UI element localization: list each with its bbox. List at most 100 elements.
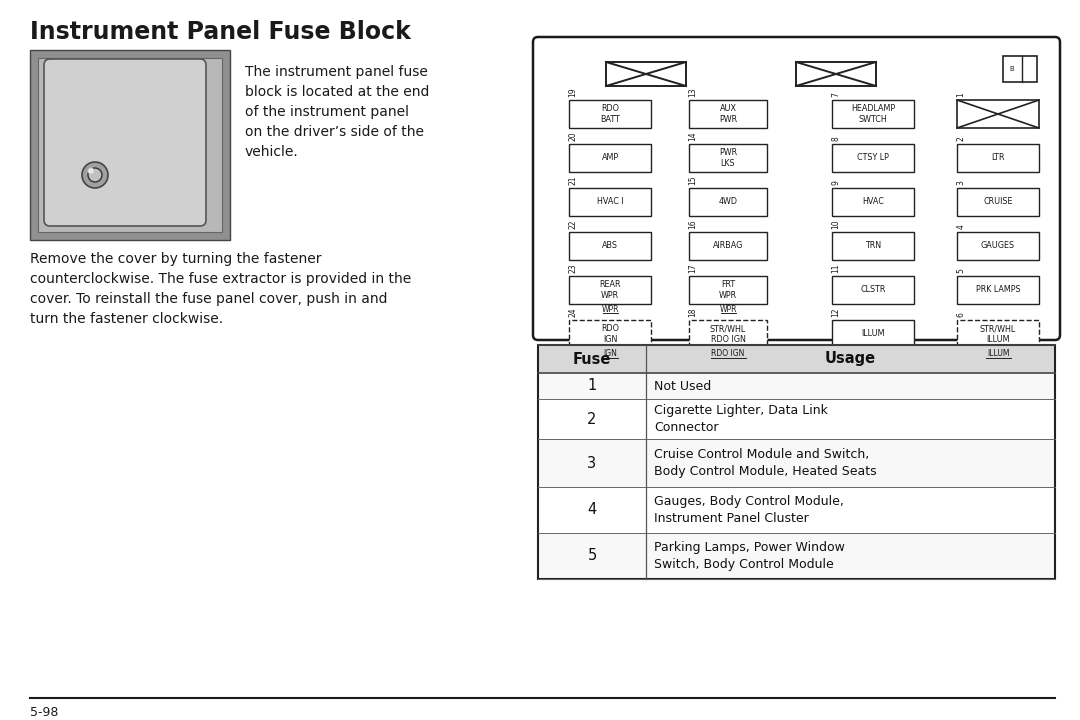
Text: AIRBAG: AIRBAG — [713, 241, 743, 251]
Text: WPR: WPR — [719, 291, 737, 300]
Text: Cigarette Lighter, Data Link
Connector: Cigarette Lighter, Data Link Connector — [654, 404, 828, 434]
Bar — [689, 144, 767, 172]
Bar — [957, 188, 1039, 216]
Bar — [606, 62, 686, 86]
Text: 20: 20 — [568, 131, 578, 141]
Bar — [832, 320, 914, 348]
Bar — [569, 100, 651, 128]
Text: RDO IGN: RDO IGN — [711, 335, 745, 344]
Bar — [538, 399, 1055, 439]
Text: 5: 5 — [957, 268, 966, 273]
Text: 4WD: 4WD — [718, 197, 738, 207]
Text: FRT: FRT — [721, 280, 735, 289]
Bar — [569, 320, 651, 348]
Text: LTR: LTR — [991, 153, 1004, 163]
Bar — [689, 100, 767, 128]
Text: HVAC: HVAC — [862, 197, 883, 207]
Bar — [832, 276, 914, 304]
Text: 10: 10 — [832, 220, 840, 229]
Text: 11: 11 — [832, 264, 840, 273]
Bar — [689, 320, 767, 348]
Text: 19: 19 — [568, 87, 578, 97]
Text: CRUISE: CRUISE — [983, 197, 1013, 207]
Text: REAR: REAR — [599, 280, 621, 289]
Text: Parking Lamps, Power Window
Switch, Body Control Module: Parking Lamps, Power Window Switch, Body… — [654, 541, 845, 571]
Bar — [569, 276, 651, 304]
Text: SWTCH: SWTCH — [859, 115, 888, 124]
Text: STR/WHL: STR/WHL — [710, 324, 746, 333]
Bar — [689, 276, 767, 304]
Text: Remove the cover by turning the fastener
counterclockwise. The fuse extractor is: Remove the cover by turning the fastener… — [30, 252, 411, 326]
Text: RDO: RDO — [600, 104, 619, 113]
Text: IGN: IGN — [603, 335, 617, 344]
Text: 6: 6 — [957, 312, 966, 317]
Circle shape — [87, 168, 102, 182]
Text: 1: 1 — [588, 379, 596, 394]
Text: 13: 13 — [689, 87, 698, 97]
Text: AMP: AMP — [602, 153, 619, 163]
Bar — [832, 144, 914, 172]
Text: HVAC I: HVAC I — [596, 197, 623, 207]
Text: LKS: LKS — [720, 159, 735, 168]
FancyBboxPatch shape — [44, 59, 206, 226]
Text: IGN: IGN — [603, 349, 617, 359]
Bar — [957, 100, 1039, 128]
Bar — [538, 487, 1055, 533]
Bar — [1003, 56, 1037, 82]
Text: GAUGES: GAUGES — [981, 241, 1015, 251]
Text: ILLUM: ILLUM — [986, 335, 1010, 344]
Bar — [689, 188, 767, 216]
Bar — [38, 58, 222, 232]
Bar — [569, 232, 651, 260]
Bar — [957, 144, 1039, 172]
Bar — [957, 320, 1039, 348]
Bar — [832, 232, 914, 260]
Bar — [538, 345, 1055, 373]
Bar — [957, 276, 1039, 304]
Text: 2: 2 — [588, 412, 596, 426]
Bar — [957, 232, 1039, 260]
Text: 1: 1 — [957, 92, 966, 97]
Text: TRN: TRN — [865, 241, 881, 251]
Text: RDO: RDO — [600, 324, 619, 333]
Text: ILLUM: ILLUM — [987, 349, 1009, 359]
Bar — [538, 373, 1055, 399]
Text: 4: 4 — [957, 224, 966, 229]
Text: 16: 16 — [689, 220, 698, 229]
Circle shape — [82, 162, 108, 188]
Text: 18: 18 — [689, 307, 698, 317]
Text: 23: 23 — [568, 264, 578, 273]
Text: ABS: ABS — [602, 241, 618, 251]
Text: The instrument panel fuse
block is located at the end
of the instrument panel
on: The instrument panel fuse block is locat… — [245, 65, 430, 159]
Text: 5-98: 5-98 — [30, 706, 58, 719]
FancyBboxPatch shape — [534, 37, 1059, 340]
Text: CLSTR: CLSTR — [861, 286, 886, 294]
Text: 2: 2 — [957, 136, 966, 141]
Text: 3: 3 — [957, 180, 966, 185]
Text: 22: 22 — [568, 220, 578, 229]
Text: 7: 7 — [832, 92, 840, 97]
Text: AUX: AUX — [719, 104, 737, 113]
Bar — [832, 188, 914, 216]
Bar — [569, 144, 651, 172]
Bar — [569, 188, 651, 216]
Text: 5: 5 — [588, 549, 596, 564]
Text: B: B — [1010, 66, 1014, 72]
Bar — [796, 62, 876, 86]
Text: PWR: PWR — [719, 115, 737, 124]
Text: Fuse: Fuse — [572, 351, 611, 366]
Text: ILLUM: ILLUM — [861, 330, 885, 338]
Bar — [30, 50, 230, 240]
Text: 3: 3 — [588, 456, 596, 470]
Text: Cruise Control Module and Switch,
Body Control Module, Heated Seats: Cruise Control Module and Switch, Body C… — [654, 448, 877, 478]
Bar — [538, 439, 1055, 487]
Text: 4: 4 — [588, 503, 596, 518]
Text: 15: 15 — [689, 176, 698, 185]
Text: BATT: BATT — [600, 115, 620, 124]
Text: STR/WHL: STR/WHL — [980, 324, 1016, 333]
Text: 24: 24 — [568, 307, 578, 317]
Bar — [689, 232, 767, 260]
Text: WPR: WPR — [600, 291, 619, 300]
Bar — [538, 345, 1055, 579]
Text: PRK LAMPS: PRK LAMPS — [975, 286, 1021, 294]
